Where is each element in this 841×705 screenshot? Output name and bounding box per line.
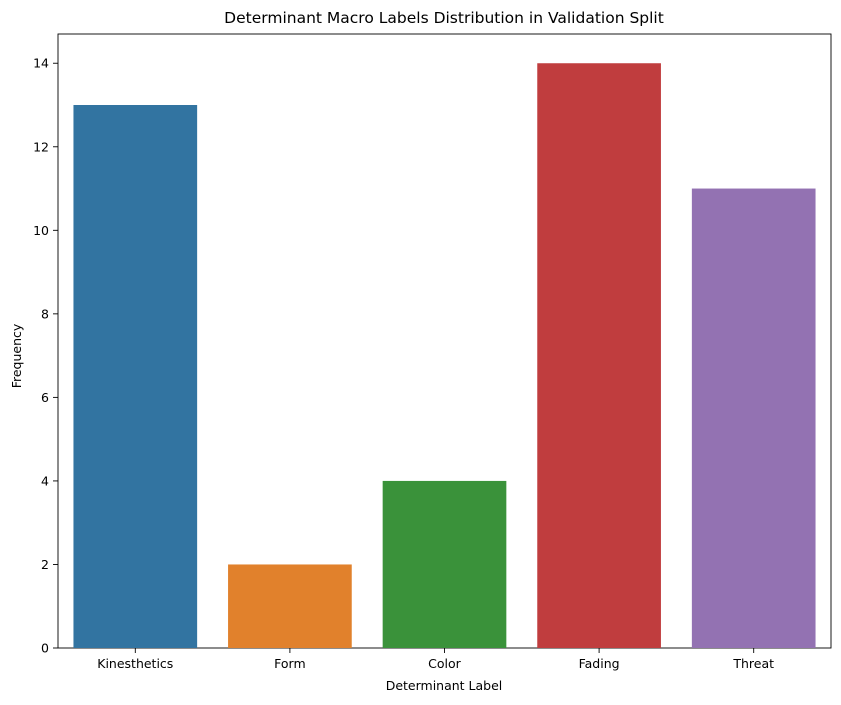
x-tick-label: Fading <box>579 656 620 671</box>
x-tick-label: Threat <box>732 656 774 671</box>
bar-threat <box>691 188 816 648</box>
y-tick-label: 12 <box>33 139 49 154</box>
x-tick-label: Color <box>428 656 461 671</box>
bar-color <box>382 480 507 648</box>
bar-kinesthetics <box>73 105 198 648</box>
bar-form <box>228 564 352 648</box>
y-tick-label: 2 <box>41 557 49 572</box>
y-tick-label: 0 <box>41 641 49 656</box>
y-tick-label: 8 <box>41 306 49 321</box>
y-tick-label: 6 <box>41 390 49 405</box>
y-axis-label: Frequency <box>9 323 24 388</box>
x-axis-label: Determinant Label <box>386 678 503 693</box>
y-tick-label: 14 <box>33 56 49 71</box>
x-tick-label: Kinesthetics <box>97 656 173 671</box>
y-tick-label: 4 <box>41 473 49 488</box>
chart-title: Determinant Macro Labels Distribution in… <box>224 9 664 27</box>
bar-fading <box>537 63 661 648</box>
bars-group <box>73 63 816 648</box>
x-tick-label: Form <box>274 656 306 671</box>
y-tick-label: 10 <box>33 223 49 238</box>
x-axis: Kinesthetics Form Color Fading Threat <box>97 648 774 671</box>
y-axis: 0 2 4 6 8 10 12 14 <box>33 56 58 656</box>
